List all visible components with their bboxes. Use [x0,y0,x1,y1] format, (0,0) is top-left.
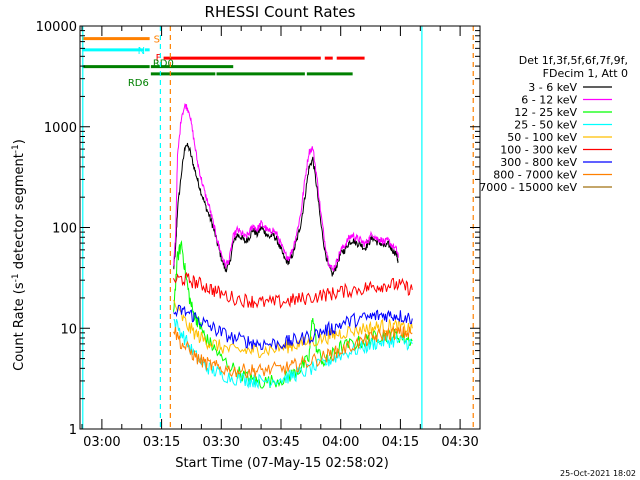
series-line-1 [173,103,399,272]
legend-label-3: 25 - 50 keV [514,119,577,132]
y-axis-label-close: ) [12,139,27,144]
x-tick-label-4: 04:00 [322,435,359,450]
x-tick-label-1: 03:15 [143,435,180,450]
y-tick-label-1: 10 [60,322,77,337]
y-axis-label-sup: -1 [11,273,21,282]
legend-label-0: 3 - 6 keV [528,81,577,94]
plot-area [173,103,413,390]
legend-label-6: 300 - 800 keV [500,156,577,169]
series-line-5 [173,271,413,309]
y-axis-label-mid: detector segment [12,153,27,273]
x-tick-label-2: 03:30 [203,435,240,450]
series-line-7 [173,325,413,379]
timestamp: 25-Oct-2021 18:02 [560,469,636,478]
x-tick-label-6: 04:30 [441,435,478,450]
y-tick-label-2: 100 [52,222,77,237]
y-axis-label: Count Rate (s-1 detector segment-1) [11,139,27,371]
legend-label-7: 800 - 7000 keV [493,169,577,182]
y-tick-label-4: 10000 [36,20,77,35]
x-tick-label-0: 03:00 [83,435,120,450]
axes: 03:00 03:15 03:30 03:45 04:00 04:15 04:30 1 10 10… [36,20,481,450]
y-tick-label-0: 1 [69,423,77,438]
legend-label-1: 6 - 12 keV [521,94,577,107]
flag-label-s: S [154,35,160,46]
y-tick-label-3: 1000 [44,121,77,136]
x-tick-label-3: 03:45 [262,435,299,450]
flag-label-rd6: RD6 [128,78,149,89]
legend-label-4: 50 - 100 keV [507,131,577,144]
flag-label-f: F [156,53,162,64]
series-line-3 [173,319,413,390]
x-axis-label: Start Time (07-May-15 02:58:02) [175,456,389,471]
legend-header-line-1: Det 1f,3f,5f,6f,7f,9f, [519,54,628,67]
x-tick-label-5: 04:15 [382,435,419,450]
legend-label-8: 7000 - 15000 keV [479,181,577,194]
y-axis-label-sup2: -1 [11,144,21,153]
legend-label-2: 12 - 25 keV [514,106,577,119]
legend-label-5: 100 - 300 keV [500,144,577,157]
legend: Det 1f,3f,5f,6f,7f,9f,FDecim 1, Att 03 -… [479,54,628,194]
legend-header-line-2: FDecim 1, Att 0 [543,67,628,80]
series-line-6 [173,304,413,351]
flag-label-n: N [138,46,145,57]
flag-label-rd0: RD0 [153,59,174,70]
series-line-0 [173,142,399,277]
y-axis-label-main: Count Rate (s [12,282,27,371]
chart-title: RHESSI Count Rates [205,3,356,21]
